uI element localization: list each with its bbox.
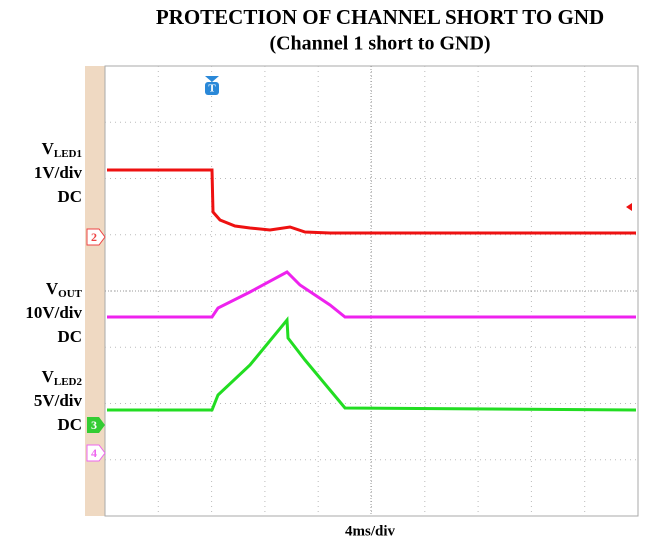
timebase: 4ms/div (345, 523, 396, 539)
trigger-arrow (205, 76, 219, 82)
waveform-vled1 (107, 168, 636, 235)
channel-scale: 5V/div (34, 391, 83, 410)
marker-strip (85, 66, 105, 516)
title: PROTECTION OF CHANNEL SHORT TO GND (156, 5, 604, 29)
marker-2 (86, 228, 106, 246)
waveform-vled2 (107, 316, 637, 412)
marker-label: 2 (91, 230, 97, 244)
channel-scale: 10V/div (25, 303, 82, 322)
marker-3 (87, 417, 105, 433)
level-marker (626, 203, 632, 211)
marker-4 (86, 444, 106, 462)
channel-name: VLED2 (42, 367, 83, 388)
trigger-label: T (208, 83, 216, 95)
channel-name: VLED1 (42, 139, 82, 160)
marker-label: 3 (91, 418, 97, 432)
channel-coupling: DC (57, 187, 82, 206)
channel-scale: 1V/div (34, 163, 83, 182)
center-axes (105, 66, 638, 516)
waveform-vout (107, 270, 636, 319)
channel-name: VOUT (46, 279, 83, 300)
trigger-box (205, 82, 219, 95)
channel-coupling: DC (57, 327, 82, 346)
subtitle: (Channel 1 short to GND) (269, 33, 490, 55)
marker-label: 4 (91, 446, 97, 460)
channel-coupling: DC (57, 415, 82, 434)
